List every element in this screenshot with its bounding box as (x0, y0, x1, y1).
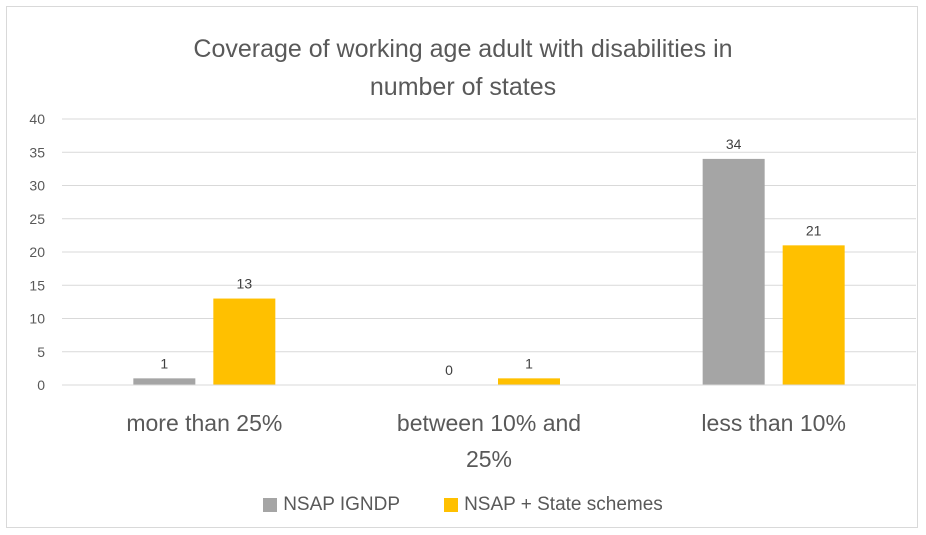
data-label-nsap-state-schemes-0: 13 (237, 276, 253, 292)
legend-swatch-nsap-state-schemes (444, 498, 459, 512)
y-tick-label-5: 5 (37, 344, 45, 360)
legend-label-nsap-state-schemes: NSAP + State schemes (464, 494, 663, 515)
y-tick-label-25: 25 (29, 211, 45, 227)
legend-label-nsap-igndp: NSAP IGNDP (283, 494, 401, 515)
bar-nsap-state-schemes-0 (213, 298, 276, 385)
bar-nsap-state-schemes-2 (782, 245, 845, 385)
bar-nsap-state-schemes-1 (498, 378, 560, 385)
chart-title-line-1: Coverage of working age adult with disab… (193, 35, 733, 63)
legend-swatch-nsap-igndp (263, 498, 278, 512)
y-tick-label-40: 40 (29, 111, 45, 127)
data-label-nsap-state-schemes-1: 1 (525, 355, 533, 371)
y-tick-label-20: 20 (29, 244, 45, 260)
bar-nsap-igndp-2 (702, 158, 765, 385)
legend: NSAP IGNDP NSAP + State schemes (0, 494, 926, 516)
legend-item-nsap-state-schemes: NSAP + State schemes (444, 494, 663, 516)
x-category-label-2: less than 10% (701, 410, 845, 436)
legend-item-nsap-igndp: NSAP IGNDP (263, 494, 400, 516)
y-tick-label-0: 0 (37, 377, 45, 393)
y-tick-label-30: 30 (29, 178, 45, 194)
data-label-nsap-igndp-0: 1 (160, 355, 168, 371)
x-category-label-1-line-1: between 10% and (397, 410, 581, 436)
y-tick-label-10: 10 (29, 311, 45, 327)
chart-title: Coverage of working age adult with disab… (0, 30, 926, 106)
y-tick-label-35: 35 (29, 144, 45, 160)
data-label-nsap-igndp-2: 34 (726, 136, 742, 152)
x-category-label-1-line-2: 25% (466, 446, 512, 472)
y-tick-label-15: 15 (29, 277, 45, 293)
x-category-label-0: more than 25% (126, 410, 282, 436)
data-label-nsap-igndp-1: 0 (445, 362, 453, 378)
chart-frame (6, 6, 918, 528)
bar-nsap-igndp-0 (133, 378, 196, 385)
data-label-nsap-state-schemes-2: 21 (806, 222, 822, 238)
chart-title-line-2: number of states (369, 73, 557, 101)
